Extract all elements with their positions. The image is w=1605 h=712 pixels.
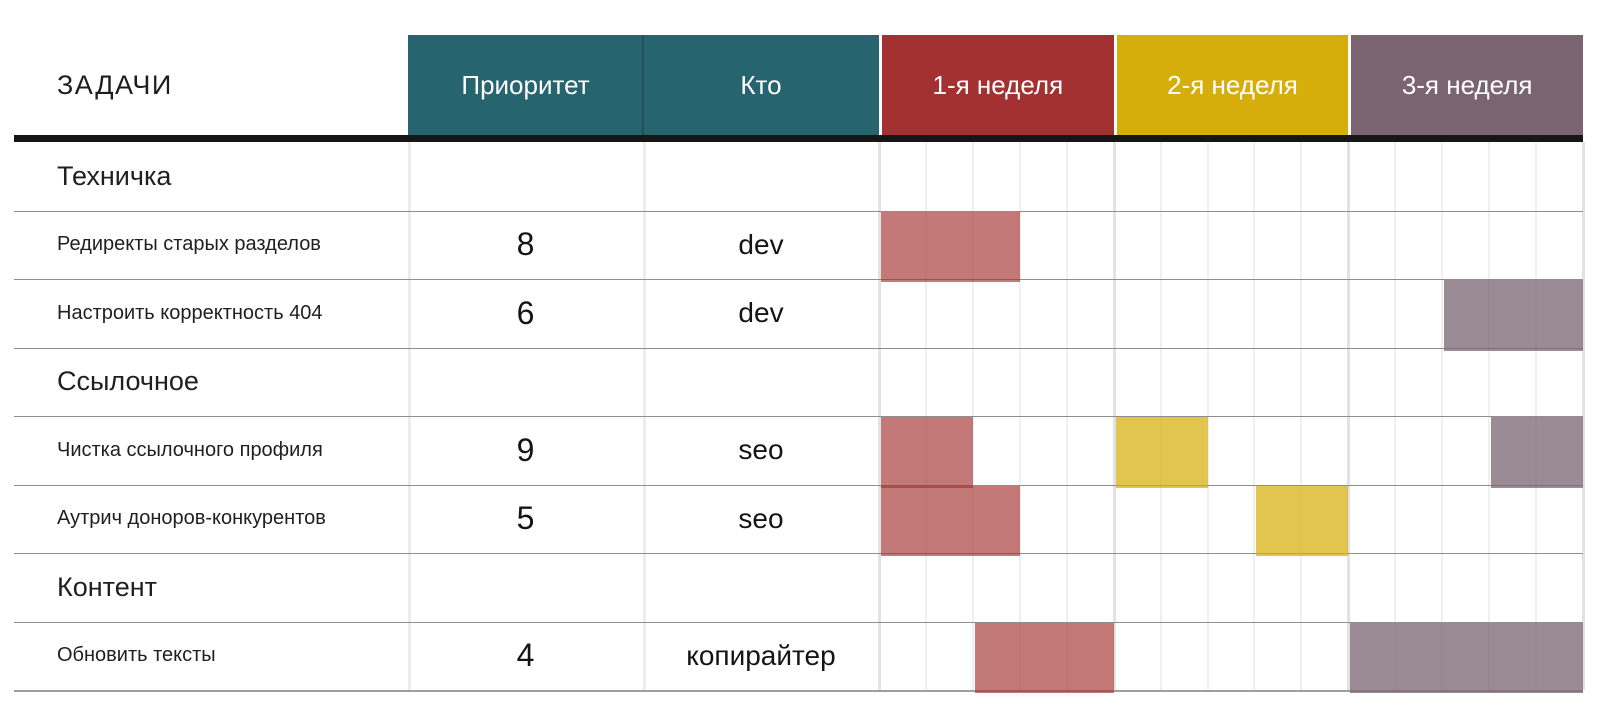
priority-column-header: Приоритет — [408, 35, 643, 135]
tasks-column-title: ЗАДАЧИ — [57, 69, 173, 100]
section-row-label: Техничка — [57, 160, 172, 191]
task-row-label: Чистка ссылочного профиля — [57, 438, 323, 461]
section-row-label: Контент — [57, 571, 158, 602]
gantt-bar-week1 — [881, 211, 1020, 282]
header-cell-divider — [642, 35, 644, 135]
priority-value: 4 — [516, 637, 535, 674]
week-boundary-gridline — [1582, 142, 1585, 690]
task-row-label: Аутрич доноров-конкурентов — [57, 507, 326, 530]
week-2-header: 2-я неделя — [1113, 35, 1349, 135]
row-divider — [14, 484, 1583, 486]
gantt-bar-week3 — [1444, 280, 1583, 351]
gantt-bar-week2 — [1115, 417, 1208, 488]
gantt-bar-week2 — [1256, 485, 1349, 556]
week-3-header: 3-я неделя — [1348, 35, 1583, 135]
row-divider — [14, 279, 1583, 280]
gantt-bar-week3 — [1491, 417, 1583, 488]
row-divider — [14, 210, 1583, 212]
task-row-label: Обновить тексты — [57, 644, 216, 667]
week-1-header: 1-я неделя — [879, 35, 1114, 135]
gantt-bar-week1 — [881, 417, 973, 488]
header-underline — [14, 135, 1583, 142]
table-bottom-line — [14, 690, 1583, 692]
who-value: dev — [738, 228, 784, 260]
task-row-label: Настроить корректность 404 — [57, 301, 323, 324]
priority-value: 5 — [516, 500, 535, 537]
section-row-label: Ссылочное — [57, 366, 199, 397]
gantt-bar-week1 — [974, 622, 1114, 693]
who-column-header: Кто — [643, 35, 879, 135]
task-row-label: Редиректы старых разделов — [57, 233, 321, 256]
row-divider — [14, 621, 1583, 623]
row-divider — [14, 347, 1583, 349]
row-divider — [14, 416, 1583, 417]
who-value: копирайтер — [686, 639, 836, 671]
priority-value: 8 — [516, 226, 535, 263]
who-value: seo — [738, 434, 784, 466]
gantt-bar-week3 — [1350, 622, 1583, 693]
row-divider — [14, 553, 1583, 554]
priority-value: 9 — [516, 431, 535, 468]
priority-value: 6 — [516, 294, 535, 331]
who-value: seo — [738, 502, 784, 534]
gantt-bar-week1 — [881, 485, 1020, 556]
who-value: dev — [738, 297, 784, 329]
